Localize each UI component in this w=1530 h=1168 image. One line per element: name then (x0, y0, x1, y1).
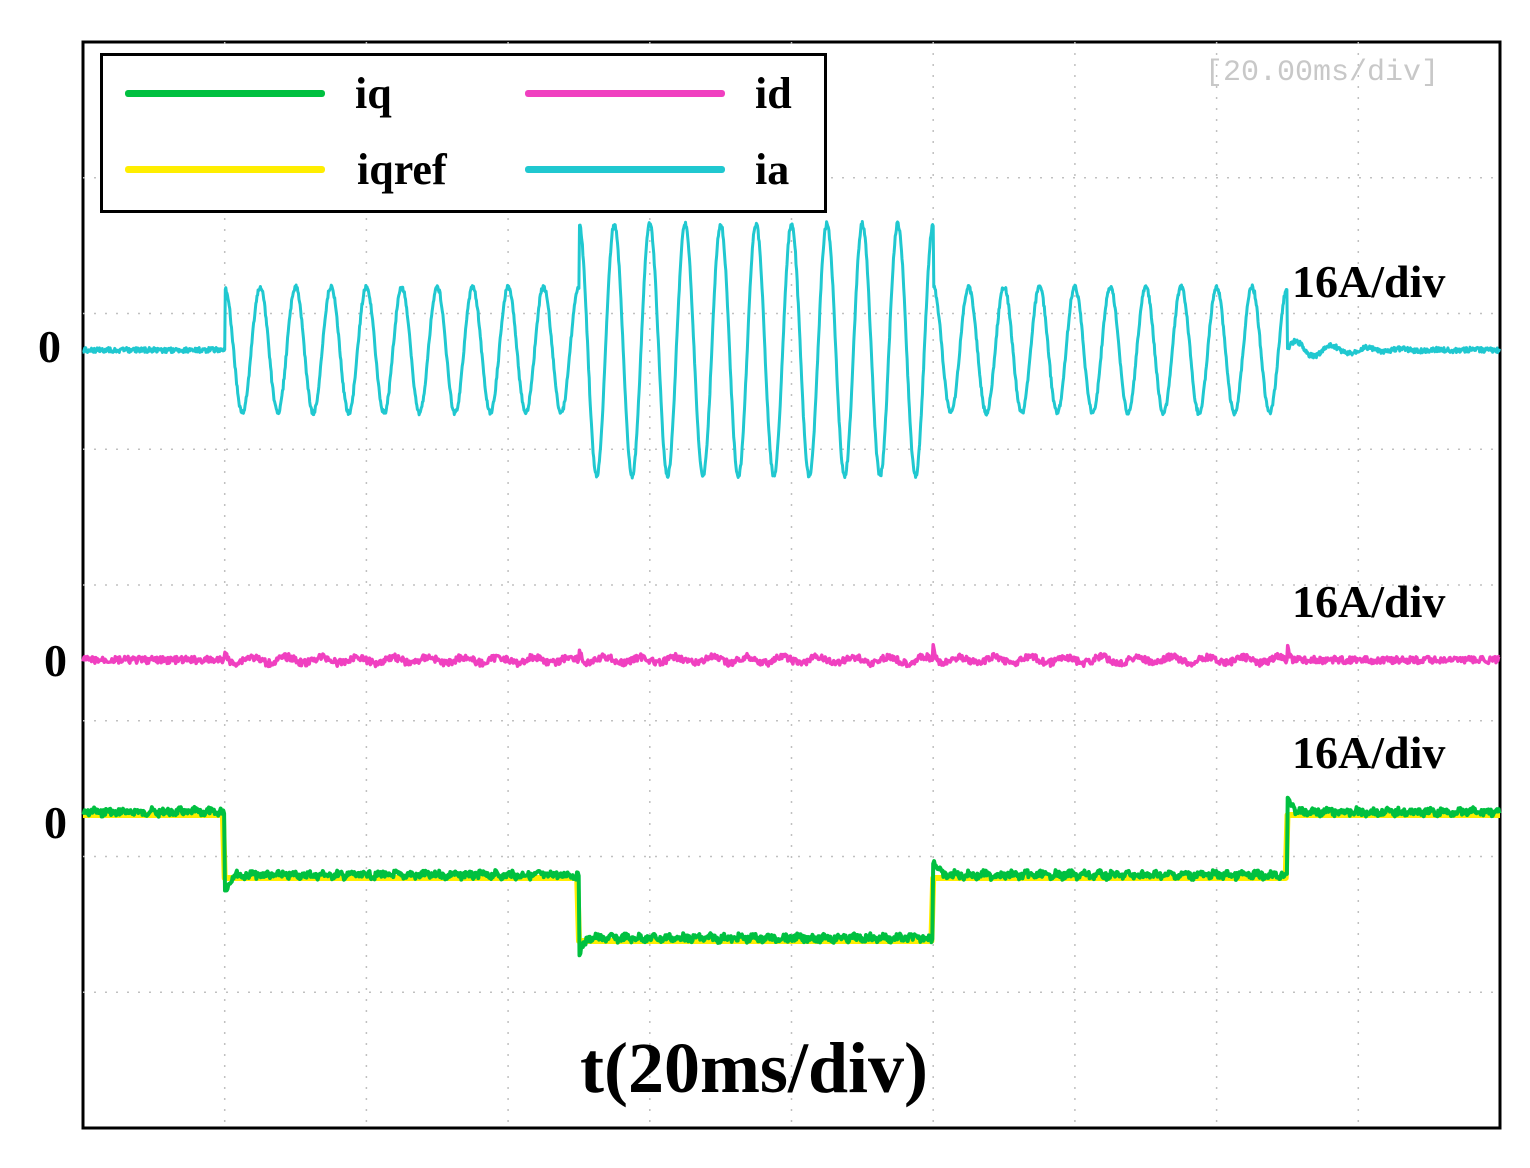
legend: iq id iqref ia (100, 53, 827, 213)
legend-label-ia: ia (755, 145, 790, 194)
scale-label-ia: 16A/div (1292, 256, 1446, 307)
scale-label-id: 16A/div (1292, 576, 1446, 627)
legend-label-id: id (755, 69, 792, 118)
zero-label-ia: 0 (38, 321, 61, 372)
legend-swatch-id (525, 90, 725, 97)
zero-label-iq: 0 (44, 797, 67, 848)
zero-label-id: 0 (44, 635, 67, 686)
legend-swatch-iq (125, 90, 325, 97)
series-ia (82, 220, 1501, 480)
timebase-label: [20.00ms/div] (1205, 56, 1440, 90)
legend-swatch-ia (525, 166, 725, 173)
series-id (81, 643, 1501, 669)
series-iq (81, 795, 1502, 958)
legend-label-iqref: iqref (357, 145, 447, 194)
legend-label-iq: iq (355, 69, 392, 118)
legend-swatch-iqref (125, 166, 325, 173)
scale-label-iq: 16A/div (1292, 727, 1446, 778)
x-axis-label: t(20ms/div) (580, 1028, 928, 1108)
traces (81, 220, 1502, 958)
